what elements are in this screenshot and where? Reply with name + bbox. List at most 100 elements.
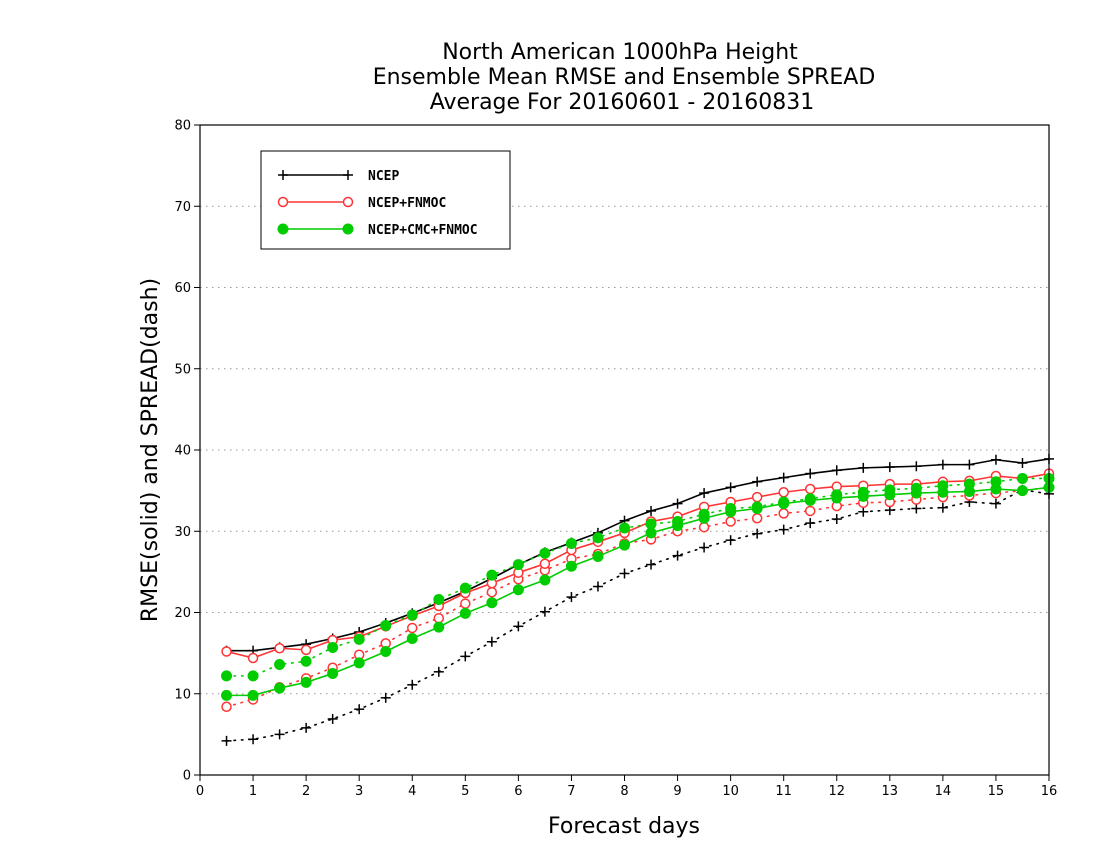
rmse-point <box>964 459 975 470</box>
x-tick-label: 11 <box>775 784 792 799</box>
spread-point <box>698 521 710 533</box>
rmse-point <box>353 657 365 669</box>
x-tick-label: 16 <box>1041 784 1058 799</box>
spread-point <box>407 622 418 634</box>
spread-point <box>804 505 816 517</box>
rmse-line <box>226 472 1050 659</box>
rmse-point <box>699 488 710 499</box>
x-tick-label: 1 <box>249 784 257 799</box>
legend: NCEP NCEP+FNMOC NCEP+CMC+FNMOC <box>260 150 511 250</box>
rmse-line <box>226 458 1050 652</box>
spread-point <box>858 506 869 517</box>
rmse-point <box>937 459 948 470</box>
rmse-point <box>990 483 1002 495</box>
rmse-point <box>221 689 233 701</box>
spread-point <box>672 550 683 561</box>
spread-point <box>460 651 471 662</box>
rmse-point <box>884 462 895 473</box>
rmse-point <box>565 560 577 572</box>
rmse-point <box>380 646 392 657</box>
rmse-point <box>645 527 657 539</box>
legend-marker <box>342 196 354 208</box>
x-axis-label: Forecast days <box>548 814 700 839</box>
y-tick-label: 80 <box>174 119 191 134</box>
rmse-point <box>804 483 816 495</box>
spread-point <box>539 547 551 559</box>
spread-point <box>221 670 233 682</box>
rmse-point <box>778 487 789 498</box>
spread-point <box>486 586 498 598</box>
spread-point <box>778 508 789 519</box>
spread-point <box>406 609 418 621</box>
rmse-point <box>990 454 1001 465</box>
rmse-point <box>778 498 790 510</box>
x-tick-label: 10 <box>722 784 739 799</box>
spread-point <box>512 559 524 571</box>
spread-point <box>752 528 763 539</box>
rmse-point <box>937 486 949 498</box>
rmse-point <box>884 489 896 501</box>
spread-point <box>486 636 497 647</box>
rmse-point <box>805 468 816 479</box>
spread-point <box>937 502 948 513</box>
spread-point <box>354 704 365 715</box>
spread-point <box>486 569 498 581</box>
rmse-point <box>539 574 551 586</box>
legend-item: NCEP+CMC+FNMOC <box>277 223 478 238</box>
legend-label: NCEP <box>368 169 399 184</box>
spread-line <box>225 486 1050 708</box>
rmse-point <box>221 646 232 657</box>
spread-point <box>300 655 312 667</box>
rmse-point <box>725 506 737 518</box>
spread-point <box>380 692 391 703</box>
spread-point <box>699 542 710 553</box>
x-tick-label: 14 <box>935 784 952 799</box>
spread-point <box>433 612 445 624</box>
spread-point <box>274 659 286 670</box>
spread-point <box>248 734 259 745</box>
series-1 <box>221 468 1055 712</box>
series-group <box>221 453 1055 746</box>
rmse-point <box>752 476 763 487</box>
y-tick-label: 20 <box>174 606 191 621</box>
rmse-point <box>646 505 657 516</box>
x-tick-label: 12 <box>828 784 845 799</box>
rmse-point <box>300 644 312 656</box>
spread-point <box>1016 472 1028 484</box>
series-0 <box>221 453 1054 746</box>
y-tick-label: 0 <box>183 769 191 784</box>
spread-point <box>751 513 763 524</box>
rmse-point <box>672 498 683 509</box>
x-tick-label: 5 <box>461 784 469 799</box>
rmse-point <box>459 607 471 619</box>
spread-point <box>778 524 789 535</box>
y-tick-label: 60 <box>174 281 191 296</box>
spread-point <box>805 518 816 529</box>
legend-item: NCEP+FNMOC <box>277 196 446 211</box>
rmse-point <box>406 633 418 644</box>
rmse-point <box>486 597 498 609</box>
rmse-point <box>725 482 736 493</box>
legend-marker <box>342 223 354 235</box>
rmse-point <box>963 485 975 497</box>
rmse-point <box>1016 485 1028 497</box>
x-tick-label: 3 <box>355 784 363 799</box>
spread-point <box>566 592 577 603</box>
spread-point <box>619 568 630 579</box>
rmse-point <box>274 643 285 654</box>
legend-box <box>260 150 511 250</box>
spread-point <box>247 670 259 682</box>
legend-marker <box>277 223 289 235</box>
spread-point <box>459 582 471 594</box>
spread-point <box>592 532 604 544</box>
chart-title-line-3: Average For 20160601 - 20160831 <box>430 90 815 115</box>
rmse-point <box>300 676 312 688</box>
y-tick-label: 50 <box>174 362 191 377</box>
spread-point <box>407 679 418 690</box>
y-tick-label: 70 <box>174 200 191 215</box>
x-tick-label: 13 <box>882 784 899 799</box>
series-2 <box>221 472 1055 701</box>
rmse-point <box>274 682 286 694</box>
x-tick-label: 8 <box>620 784 628 799</box>
